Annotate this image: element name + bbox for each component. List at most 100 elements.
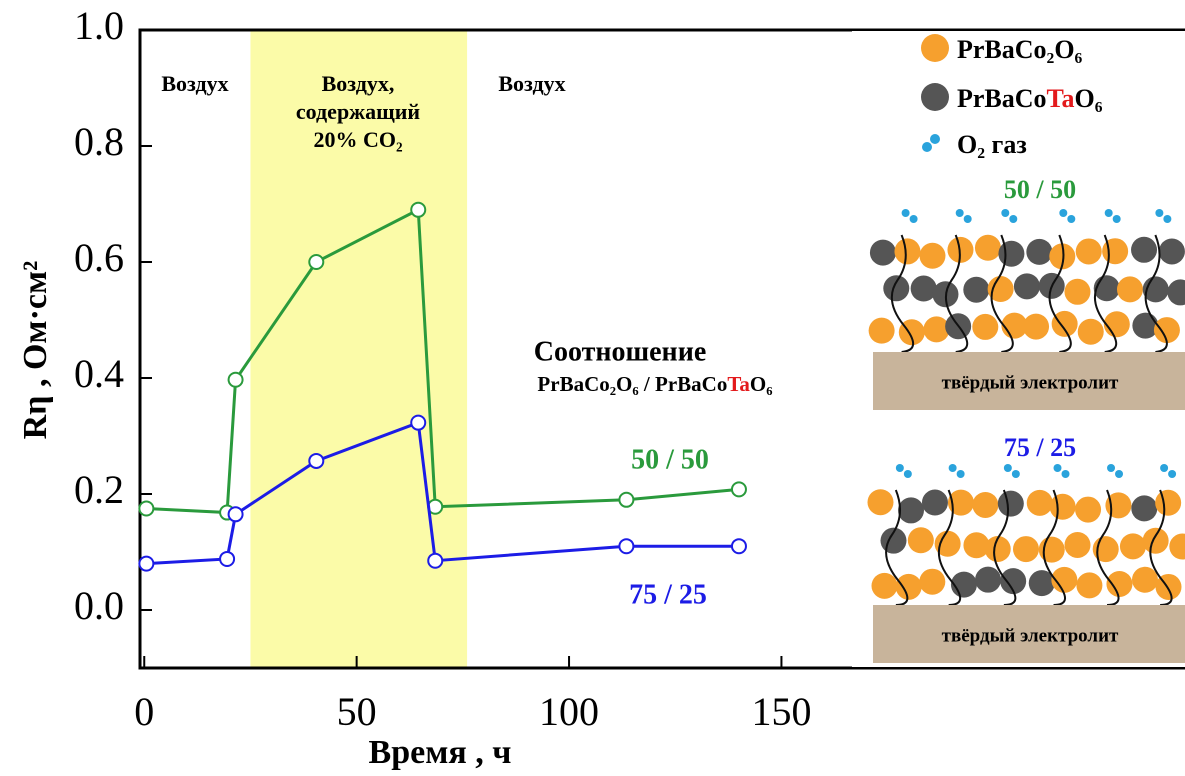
gas — [955, 209, 964, 217]
series-line — [146, 207, 740, 515]
particle — [871, 572, 898, 599]
particle — [1155, 489, 1182, 516]
gas — [895, 464, 904, 472]
particle — [907, 527, 934, 554]
gas — [1011, 470, 1020, 478]
particle — [1049, 243, 1076, 270]
particle — [998, 240, 1025, 267]
gas — [1160, 464, 1169, 472]
particle — [1051, 310, 1078, 337]
particle — [1153, 317, 1180, 344]
particle — [934, 530, 961, 557]
legend-label-part: O₂ газ — [957, 130, 1027, 159]
data-point — [410, 414, 427, 431]
y-tick-label: 1.0 — [74, 3, 124, 48]
particle — [1051, 566, 1078, 593]
axis-frame — [138, 28, 1185, 670]
x-tick-label: 0 — [134, 689, 154, 734]
particle — [1132, 312, 1159, 339]
gas — [1061, 470, 1070, 478]
particle — [1169, 533, 1185, 560]
legend-label-part: PrBaCo₂O₆ — [957, 35, 1083, 64]
data-point — [618, 538, 635, 555]
x-tick-label: 100 — [539, 689, 599, 734]
panel-title: 75 / 25 — [1004, 433, 1076, 462]
particle — [883, 275, 910, 302]
particle — [963, 532, 990, 559]
particle — [1131, 566, 1158, 593]
particle — [975, 566, 1002, 593]
particle — [895, 573, 922, 600]
particle — [919, 568, 946, 595]
data-point — [410, 201, 427, 218]
particle — [997, 490, 1024, 517]
gas — [1009, 215, 1018, 223]
y-axis-label: Rη , Ом·см² — [17, 261, 54, 440]
y-tick-label: 0.8 — [74, 119, 124, 164]
legend-label: PrBaCo₂O₆ — [957, 35, 1083, 64]
particle — [923, 316, 950, 343]
particle — [963, 276, 990, 303]
gas — [1168, 470, 1177, 478]
series-label: 50 / 50 — [631, 444, 709, 475]
formula-part: PrBaCo₂O₆ / PrBaCo — [537, 372, 727, 396]
data-point — [730, 481, 747, 498]
particle — [897, 497, 924, 524]
particle — [869, 239, 896, 266]
data-point — [219, 550, 236, 567]
gas — [1107, 464, 1116, 472]
diffusion-path — [944, 234, 969, 353]
gas — [909, 215, 918, 223]
panel-title: 50 / 50 — [1004, 175, 1076, 204]
particle — [1167, 279, 1185, 306]
particle — [1049, 493, 1076, 520]
gas — [1003, 464, 1012, 472]
diffusion-path — [1149, 489, 1173, 606]
particle — [1026, 238, 1053, 265]
legend-symbol — [921, 83, 949, 111]
data-point — [138, 555, 155, 572]
particle — [1038, 536, 1065, 563]
diffusion-path — [1048, 234, 1072, 353]
particle — [1093, 275, 1120, 302]
particle — [868, 317, 895, 344]
y-tick-label: 0.0 — [74, 583, 124, 628]
data-point — [308, 452, 325, 469]
legend-symbol — [922, 142, 932, 152]
schematic: PrBaCo₂O₆ PrBaCoTaO₆ O₂ газ 50 / 50 твёрдый … — [852, 31, 1185, 667]
particle — [1013, 273, 1040, 300]
particle — [1026, 489, 1053, 516]
particle — [987, 276, 1014, 303]
plot-area: 0.0 0.2 0.4 0.6 0.8 1.0 0 50 100 150 50 / 50 75 / 2… — [74, 3, 1185, 734]
data-point — [308, 254, 325, 270]
gas — [1163, 215, 1172, 223]
gas — [1155, 209, 1164, 217]
annotation: Воздух — [498, 71, 565, 96]
diffusion-path — [885, 489, 909, 606]
particle — [867, 489, 894, 516]
annotation: PrBaCo₂O₆ / PrBaCoTaO₆ — [537, 372, 772, 396]
particle — [910, 275, 937, 302]
gas — [948, 464, 957, 472]
data-point — [138, 500, 155, 517]
particle — [1158, 238, 1185, 265]
gas — [1067, 215, 1076, 223]
particle — [1075, 238, 1102, 265]
legend-symbol — [930, 134, 940, 144]
y-tick-label: 0.6 — [74, 235, 124, 280]
particle — [1064, 278, 1091, 305]
particle — [1142, 527, 1169, 554]
particle — [1116, 276, 1143, 303]
particle — [1131, 236, 1158, 263]
diffusion-path — [1093, 234, 1118, 353]
particle — [947, 489, 974, 516]
gas — [1053, 464, 1062, 472]
diffusion-path — [937, 489, 962, 606]
particle — [1064, 531, 1091, 558]
particle — [1012, 536, 1039, 563]
particle — [1028, 570, 1055, 597]
diffusion-path — [990, 234, 1014, 353]
data-point — [618, 491, 635, 508]
particle — [1131, 495, 1158, 522]
